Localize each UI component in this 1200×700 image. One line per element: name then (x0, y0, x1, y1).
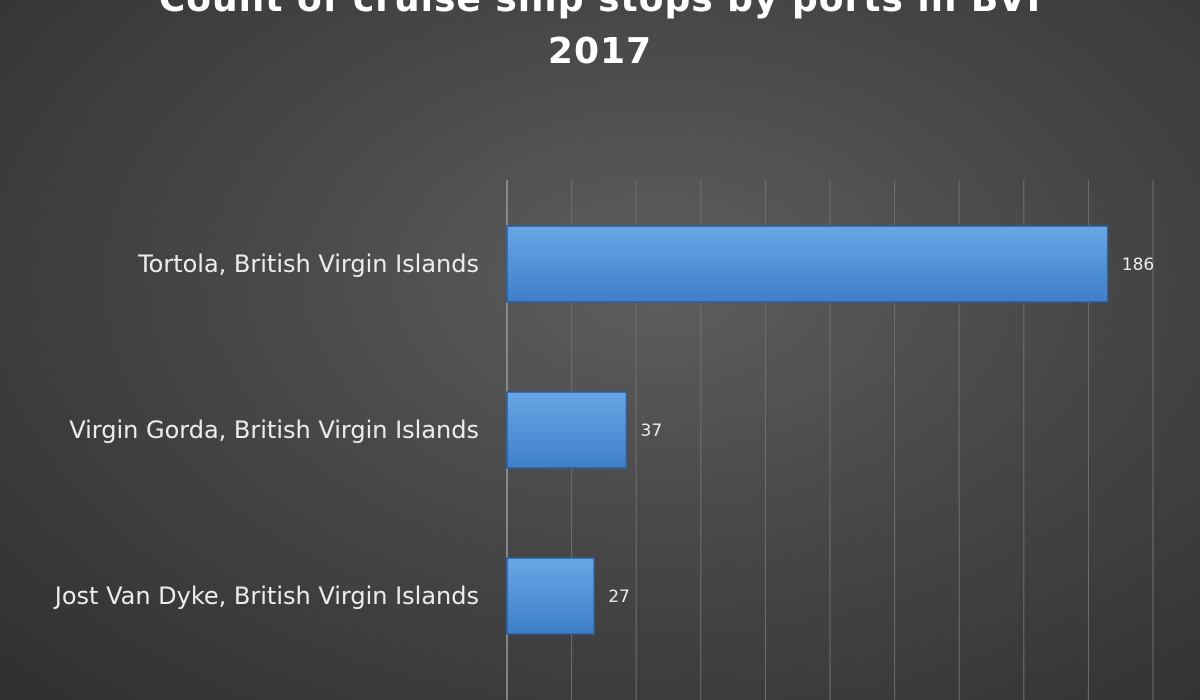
data-label: 37 (641, 421, 663, 441)
bar (506, 557, 595, 635)
bar (506, 391, 628, 469)
data-labels: 186 37 27 (608, 255, 1154, 607)
category-label: Jost Van Dyke, British Virgin Islands (53, 582, 479, 610)
data-label: 27 (608, 587, 630, 607)
chart-title: Count of cruise ship stops by ports in B… (0, 0, 1200, 78)
chart-title-line-1: Count of cruise ship stops by ports in B… (0, 0, 1200, 26)
chart-title-line-2: 2017 (547, 31, 653, 72)
bar (506, 225, 1109, 303)
category-labels: Tortola, British Virgin Islands Virgin Go… (53, 250, 479, 610)
data-label: 186 (1122, 255, 1154, 275)
category-label: Virgin Gorda, British Virgin Islands (69, 416, 479, 444)
bars (506, 225, 1109, 635)
category-label: Tortola, British Virgin Islands (137, 250, 479, 278)
